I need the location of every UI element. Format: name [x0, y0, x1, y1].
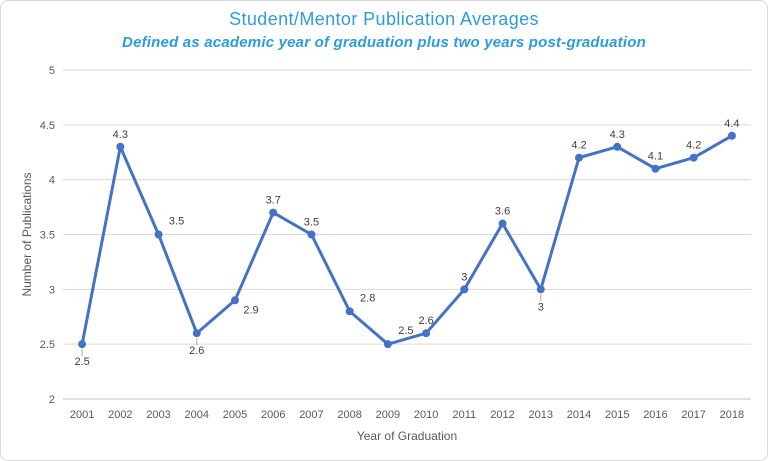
data-label: 3.5 — [169, 216, 184, 228]
data-point-marker — [613, 142, 622, 151]
data-point-marker — [192, 329, 201, 338]
x-tick-label: 2011 — [453, 409, 477, 421]
x-tick-label: 2010 — [414, 409, 438, 421]
y-tick-label: 4 — [49, 175, 55, 187]
x-tick-label: 2002 — [108, 409, 132, 421]
x-tick-label: 2018 — [720, 409, 744, 421]
data-point-marker — [422, 329, 431, 338]
data-point-marker — [536, 285, 545, 294]
data-label: 3.7 — [266, 195, 281, 207]
y-tick-label: 3 — [49, 284, 55, 296]
data-point-marker — [575, 153, 583, 162]
y-tick-label: 3.5 — [40, 230, 55, 242]
x-axis-title: Year of Graduation — [357, 429, 457, 443]
data-point-marker — [116, 142, 125, 151]
data-point-marker — [231, 296, 239, 305]
x-tick-label: 2017 — [681, 409, 705, 421]
x-tick-label: 2001 — [70, 409, 94, 421]
data-label: 4.1 — [648, 151, 663, 163]
data-point-marker — [689, 153, 698, 162]
x-tick-label: 2009 — [376, 409, 400, 421]
data-label: 2.5 — [398, 325, 413, 337]
data-label: 3 — [538, 301, 544, 313]
data-point-marker — [727, 131, 736, 140]
chart-subtitle: Defined as academic year of graduation p… — [122, 34, 646, 51]
x-tick-label: 2003 — [146, 409, 170, 421]
data-point-marker — [345, 307, 354, 316]
x-tick-label: 2014 — [567, 409, 591, 421]
chart-title: Student/Mentor Publication Averages — [229, 9, 539, 29]
data-point-marker — [269, 208, 278, 217]
data-point-marker — [78, 340, 87, 349]
x-tick-label: 2005 — [223, 409, 247, 421]
data-label: 4.2 — [571, 140, 586, 152]
data-point-marker — [383, 340, 392, 349]
data-label: 3 — [461, 271, 467, 283]
data-label: 2.6 — [418, 315, 433, 327]
data-label: 2.6 — [189, 345, 204, 357]
data-label: 3.6 — [495, 206, 510, 218]
data-label: 2.8 — [360, 292, 375, 304]
x-tick-label: 2008 — [337, 409, 361, 421]
data-label: 2.5 — [74, 356, 89, 368]
data-point-marker — [498, 219, 507, 228]
y-axis-title: Number of Publications — [20, 172, 34, 296]
data-point-marker — [154, 230, 163, 239]
x-tick-label: 2013 — [529, 409, 553, 421]
x-tick-label: 2016 — [643, 409, 667, 421]
y-tick-label: 2 — [49, 394, 55, 406]
data-label: 2.9 — [243, 304, 258, 316]
data-label: 4.3 — [113, 129, 128, 141]
x-tick-label: 2006 — [261, 409, 285, 421]
data-label: 4.3 — [610, 129, 625, 141]
data-point-marker — [651, 164, 660, 173]
data-point-marker — [460, 285, 469, 294]
data-point-marker — [307, 230, 316, 239]
y-tick-label: 2.5 — [40, 339, 55, 351]
data-label: 4.4 — [724, 118, 739, 130]
data-label: 3.5 — [304, 217, 319, 229]
x-tick-label: 2007 — [299, 409, 323, 421]
series-line — [80, 134, 734, 346]
x-tick-label: 2004 — [185, 409, 209, 421]
x-tick-label: 2015 — [605, 409, 629, 421]
y-tick-label: 5 — [49, 65, 55, 77]
data-label: 4.2 — [686, 140, 701, 152]
x-tick-label: 2012 — [490, 409, 514, 421]
y-tick-label: 4.5 — [40, 120, 55, 132]
